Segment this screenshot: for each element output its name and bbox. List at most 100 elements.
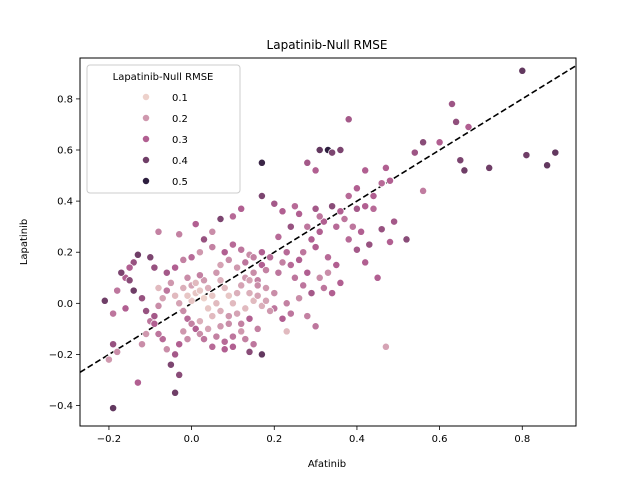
data-point: [319, 217, 328, 226]
data-point: [158, 294, 167, 303]
points-layer: [100, 66, 560, 413]
data-point: [241, 304, 250, 313]
data-point: [142, 307, 151, 315]
data-point: [253, 291, 262, 300]
reference-diagonal-line: [79, 64, 577, 374]
data-point: [129, 258, 138, 267]
data-point: [352, 184, 361, 193]
data-point: [233, 263, 242, 272]
data-point: [410, 148, 419, 157]
data-point: [237, 245, 246, 254]
data-point: [228, 299, 237, 308]
data-point: [183, 314, 192, 323]
data-point: [282, 299, 291, 308]
data-point: [154, 284, 163, 292]
data-point: [216, 307, 225, 315]
data-point: [208, 312, 217, 321]
x-tick-label: 0.8: [514, 434, 530, 445]
data-point: [361, 258, 370, 267]
data-point: [179, 307, 188, 315]
data-point: [311, 322, 320, 331]
data-point: [237, 204, 246, 213]
x-tick-label: 0.4: [349, 434, 365, 445]
data-point: [233, 309, 242, 318]
data-point: [299, 281, 308, 290]
data-point: [249, 296, 258, 305]
data-point: [138, 294, 146, 303]
data-point: [224, 291, 233, 300]
x-tick-label: 0.6: [432, 434, 448, 445]
data-point: [328, 202, 337, 211]
data-point: [224, 312, 233, 321]
data-point: [175, 230, 184, 239]
data-point: [295, 209, 304, 218]
data-point: [208, 227, 217, 236]
data-point: [336, 207, 345, 216]
data-point: [117, 268, 126, 277]
legend-label: 0.1: [172, 93, 188, 104]
data-point: [121, 304, 130, 313]
x-tick-label: 0.0: [184, 434, 200, 445]
data-point: [208, 291, 217, 300]
data-point: [290, 273, 299, 282]
y-tick-label: −0.4: [49, 401, 73, 412]
legend-label: 0.5: [172, 177, 188, 188]
data-point: [133, 378, 142, 387]
x-tick-label: −0.2: [97, 434, 121, 445]
y-tick-label: 0.2: [57, 248, 73, 259]
data-point: [109, 309, 118, 318]
data-point: [266, 307, 275, 315]
data-point: [179, 255, 188, 264]
data-point: [377, 225, 386, 234]
data-point: [237, 327, 246, 336]
data-point: [386, 238, 394, 246]
data-point: [100, 296, 109, 305]
data-point: [332, 261, 341, 269]
data-point: [522, 151, 531, 160]
data-point: [183, 273, 192, 282]
data-point: [150, 312, 159, 321]
data-point: [311, 166, 320, 175]
legend-label: 0.2: [172, 114, 188, 125]
data-point: [216, 261, 225, 269]
data-point: [282, 248, 291, 257]
data-point: [125, 276, 134, 285]
data-point: [162, 268, 171, 277]
data-point: [154, 330, 163, 338]
data-point: [460, 166, 469, 175]
data-point: [249, 268, 258, 277]
data-point: [204, 284, 213, 292]
data-point: [175, 299, 184, 308]
y-tick-label: 0.4: [57, 197, 73, 208]
data-point: [245, 289, 254, 298]
data-point: [390, 217, 399, 226]
data-point: [336, 146, 345, 154]
data-point: [129, 286, 138, 295]
data-point: [303, 158, 312, 167]
data-point: [212, 268, 221, 277]
data-point: [311, 243, 320, 252]
data-point: [220, 284, 229, 292]
data-point: [262, 284, 270, 292]
legend-marker: [142, 135, 150, 143]
data-point: [200, 235, 208, 244]
data-point: [282, 327, 291, 336]
legend-label: 0.3: [172, 135, 188, 146]
data-point: [162, 345, 171, 354]
data-point: [274, 232, 283, 241]
data-point: [133, 250, 142, 259]
data-point: [241, 258, 250, 267]
data-point: [348, 222, 357, 231]
legend-marker: [142, 114, 150, 122]
y-tick-label: −0.2: [49, 350, 73, 361]
data-point: [245, 347, 254, 356]
data-point: [171, 388, 180, 397]
data-point: [191, 220, 200, 229]
data-point: [381, 342, 390, 351]
data-point: [224, 255, 233, 264]
data-point: [187, 296, 196, 305]
data-point: [233, 289, 242, 298]
data-point: [369, 192, 378, 200]
y-tick-label: 0.8: [57, 94, 73, 105]
data-point: [200, 335, 208, 344]
